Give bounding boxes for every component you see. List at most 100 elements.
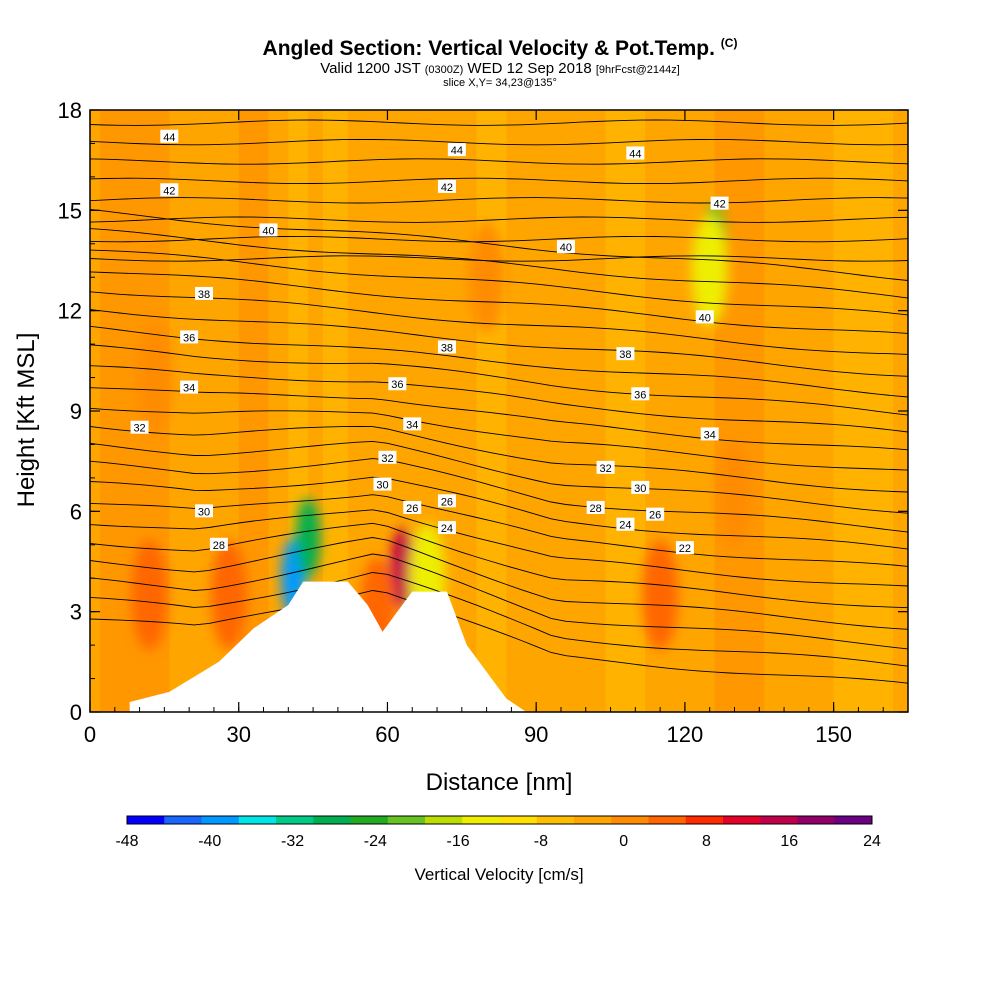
svg-text:36: 36 [183,332,195,344]
svg-text:26: 26 [406,503,418,515]
svg-text:30: 30 [376,480,388,492]
x-axis-label: Distance [nm] [426,769,573,796]
colorbar-swatch [387,816,426,824]
updraft-cell [716,439,753,550]
plot-area: 44 44 44 42 42 42 40 40 40 38 38 38 36 36 36 34 34 34 32 32… [90,110,908,712]
colorbar-swatch [201,816,240,824]
colorbar-swatch [462,816,500,824]
contour-label: 40 [259,223,278,237]
theta-contour-line [90,440,908,514]
theta-contour-line [90,138,908,146]
svg-text:24: 24 [441,523,453,535]
contour-label: 28 [209,537,228,552]
svg-text:42: 42 [441,182,453,194]
colorbar-tick-label: -32 [281,833,304,850]
downdraft-cell [691,215,728,326]
contour-label: 32 [378,450,397,465]
y-tick-label: 6 [70,499,82,524]
colorbar-swatch [574,816,612,824]
colorbar: -48 -40 -32 -24 -16 -8 0 8 16 24 [115,815,881,850]
theta-contour-line [90,344,908,416]
svg-text:38: 38 [198,289,210,301]
colorbar-swatch [760,816,798,824]
contour-label: 26 [646,507,665,522]
svg-text:40: 40 [262,225,274,237]
contour-label: 34 [180,380,199,395]
contour-label: 32 [130,420,149,435]
theta-contour-line [90,494,908,567]
colorbar-frame [126,815,873,825]
colorbar-tick-label: -16 [447,833,470,850]
theta-contour-line [90,553,908,650]
updraft-cell [642,539,679,650]
colorbar-swatch [276,816,314,824]
colorbar-swatch [536,816,575,824]
theta-contour-line [90,177,908,185]
theta-contour-line [90,590,908,684]
svg-text:38: 38 [441,342,453,354]
svg-text:38: 38 [619,349,631,361]
colorbar-swatch [499,816,538,824]
shading-band [833,110,894,712]
forecast-info: [9hrFcst@2144z] [595,64,680,76]
theta-contour-line [90,271,908,334]
contour-label: 34 [700,427,719,441]
colorbar-swatch [685,816,724,824]
theta-contour-line [90,325,908,398]
svg-text:24: 24 [619,520,631,532]
contour-label: 32 [596,460,615,475]
updraft-cell [468,222,505,333]
x-tick-label: 150 [815,722,852,747]
colorbar-tick-label: -24 [364,833,387,850]
contour-label: 40 [695,310,714,324]
contour-label: 36 [631,387,650,401]
theta-contour-line [90,291,908,355]
x-tick-label: 60 [375,722,399,747]
x-tick-label: 90 [524,722,548,747]
title-main: Angled Section: Vertical Velocity & Pot.… [262,37,715,60]
svg-text:32: 32 [599,463,611,475]
theta-contour-line [90,216,908,223]
theta-contours [90,119,908,684]
colorbar-swatch [313,816,351,824]
y-tick-label: 9 [70,399,82,424]
theta-contour-line [90,119,908,126]
contour-label: 44 [160,129,179,144]
chart-subtitle: Valid 1200 JST (0300Z) WED 12 Sep 2018 [… [0,60,1000,77]
y-tick-label: 3 [70,600,82,625]
theta-contour-line [90,509,908,587]
colorbar-tick-label: -48 [115,833,138,850]
contour-label: 38 [616,347,635,361]
svg-text:30: 30 [634,483,646,495]
y-tick-label: 18 [58,98,82,123]
svg-text:28: 28 [590,503,602,515]
svg-text:28: 28 [213,540,225,552]
valid-time: Valid 1200 JST [320,60,421,77]
colorbar-swatch [723,816,761,824]
colorbar-swatch [238,816,277,824]
contour-label: 42 [437,179,456,194]
svg-text:26: 26 [649,510,661,522]
theta-contour-line [90,158,908,165]
colorbar-swatch [834,816,873,824]
y-axis-label: Height [Kft MSL] [13,333,40,508]
y-tick-label: 15 [58,198,82,223]
contour-labels: 44 44 44 42 42 42 40 40 40 38 38 38 36 36 36 34 34 34 32 32… [130,129,729,555]
contour-label: 40 [556,240,575,254]
contour-label: 22 [675,541,694,555]
svg-text:32: 32 [133,423,145,435]
contour-label: 38 [437,340,456,354]
colorbar-swatch [425,816,463,824]
contour-label: 36 [388,377,407,391]
svg-text:44: 44 [163,132,175,144]
svg-text:22: 22 [679,543,691,555]
contour-label: 30 [373,477,392,492]
colorbar-swatch [350,816,389,824]
updraft-cell [210,539,247,650]
theta-contour-line [90,365,908,433]
theta-contour-line [90,235,908,243]
theta-contour-line [90,572,908,667]
colorbar-tick-label: 0 [619,833,628,850]
